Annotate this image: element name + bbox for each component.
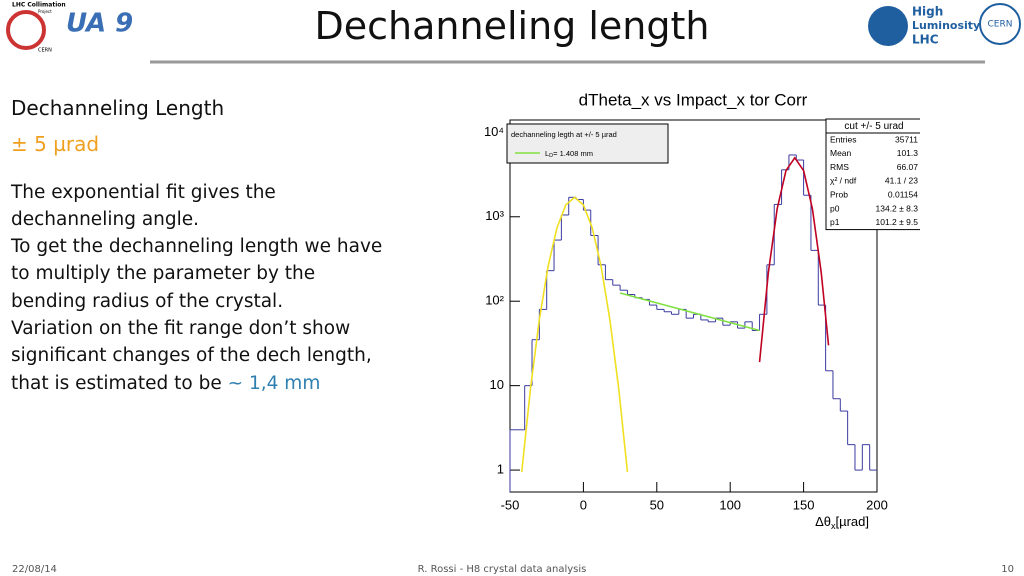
label-part: Δθ <box>815 514 831 529</box>
stats-value: 35711 <box>895 134 918 144</box>
stats-key: p0 <box>830 203 840 213</box>
plot-frame <box>509 119 878 493</box>
stats-key: χ² / ndf <box>830 176 857 186</box>
fit-curve <box>520 196 629 473</box>
text: bending radius of the crystal. <box>11 290 284 312</box>
x-tick-label: 0 <box>580 497 587 512</box>
chart-title: dTheta_x vs Impact_x tor Corr <box>579 90 808 109</box>
stats-value: 134.2 ± 8.3 <box>876 203 919 213</box>
stats-value: 101.3 <box>897 148 919 158</box>
x-tick-label: 150 <box>793 497 815 512</box>
y-tick-label: 10² <box>485 293 504 308</box>
text-line: dechanneling angle. <box>11 206 382 233</box>
logo-text: Project <box>38 9 52 14</box>
legend-part: D <box>549 153 553 159</box>
text-line: To get the dechanneling length we have <box>11 233 382 260</box>
text-line: bending radius of the crystal. <box>11 288 382 315</box>
legend-title: dechanneling legth at +/- 5 µrad <box>511 130 617 139</box>
heading: Dechanneling Length <box>11 96 225 120</box>
fit-curve <box>758 156 830 363</box>
stats-title: cut +/- 5 urad <box>844 121 903 132</box>
footer-date: 22/08/14 <box>12 564 57 575</box>
highlight: ~ 1,4 mm <box>227 372 321 394</box>
legend-part: = 1.408 mm <box>553 149 593 158</box>
legend-box <box>506 123 669 164</box>
x-tick-label: 100 <box>719 497 741 512</box>
stats-value: 0.01154 <box>888 189 918 199</box>
stats-key: p1 <box>830 217 840 227</box>
slide-title: Dechanneling length <box>314 4 710 48</box>
logo-disc <box>868 6 908 46</box>
fit-curve <box>619 292 760 332</box>
y-tick-label: 10 <box>490 377 504 392</box>
x-tick-label: 50 <box>650 497 664 512</box>
y-tick-label: 10³ <box>485 208 504 223</box>
x-axis-label: Δθx[µrad] <box>815 514 869 530</box>
text-line: Variation on the fit range don’t show <box>11 315 382 342</box>
stats-value: 41.1 / 23 <box>885 176 918 186</box>
text-line: to multiply the parameter by the <box>11 260 382 287</box>
footer-page: 10 <box>1001 564 1014 575</box>
logo-text: CERN <box>38 48 52 54</box>
chart: dTheta_x vs Impact_x tor Corr 1 10 10² 10³ 10… <box>484 90 920 530</box>
text: dechanneling angle. <box>11 208 200 230</box>
x-tick-label: -50 <box>501 497 520 512</box>
stats-key: RMS <box>830 162 849 172</box>
logo-text: LHC Collimation <box>12 2 66 9</box>
logo-mark: UA 9 <box>66 9 133 39</box>
y-tick-label: 1 <box>497 462 504 477</box>
cut-text: ± 5 µrad <box>11 132 100 157</box>
body-text: Dechanneling Length ± 5 µrad The exponen… <box>11 95 382 397</box>
logo-text: CERN <box>988 20 1013 30</box>
text-line: The exponential fit gives the <box>11 179 382 206</box>
stats-key: Prob <box>830 189 848 199</box>
text: The exponential fit gives the <box>11 181 276 203</box>
stats-key: Mean <box>830 148 852 158</box>
logo-text: LHC <box>912 33 939 47</box>
logo-ring <box>6 10 46 50</box>
label-part: x <box>831 521 836 530</box>
text-line: that is estimated to be ~ 1,4 mm <box>11 370 382 397</box>
paragraph: The exponential fit gives the dechannelin… <box>11 179 382 397</box>
footer-text: R. Rossi - H8 crystal data analysis <box>417 564 587 575</box>
stats-box <box>825 118 920 231</box>
legend-entry: LD= 1.408 mm <box>545 149 593 159</box>
text: that is estimated to be <box>11 372 222 394</box>
text: significant changes of the dech length, <box>11 345 372 367</box>
stats-value: 66.07 <box>897 162 919 172</box>
text: To get the dechanneling length we have <box>11 236 383 258</box>
text: to multiply the parameter by the <box>11 263 316 285</box>
text: Variation on the fit range don’t show <box>11 318 351 340</box>
logo-text: High <box>912 5 943 19</box>
stats-key: Entries <box>830 134 856 144</box>
text-line: significant changes of the dech length, <box>11 342 382 369</box>
legend-part: L <box>545 149 549 158</box>
logo-text: Luminosity <box>912 19 980 32</box>
y-tick-label: 10⁴ <box>484 124 504 139</box>
stats-value: 101.2 ± 9.5 <box>876 217 919 227</box>
x-tick-label: 200 <box>866 497 888 512</box>
label-part: [µrad] <box>835 514 869 529</box>
logo-ring <box>979 3 1021 45</box>
